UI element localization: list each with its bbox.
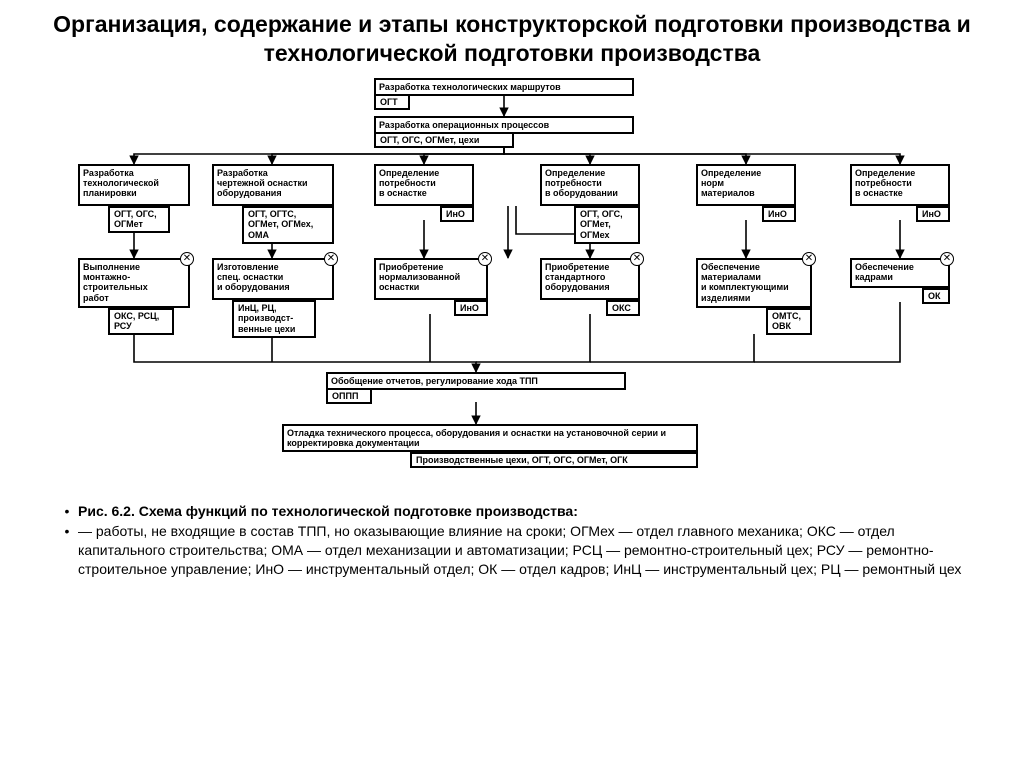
- process-box: Определение потребности в оборудовании: [540, 164, 640, 206]
- process-box: Обеспечение кадрами: [850, 258, 950, 288]
- process-box: Разработка чертежной оснастки оборудован…: [212, 164, 334, 206]
- dept-tag: ОГТ: [374, 94, 410, 111]
- caption-body: — работы, не входящие в состав ТПП, но о…: [78, 522, 968, 579]
- process-box: Отладка технического процесса, оборудова…: [282, 424, 698, 453]
- process-box: Изготовление спец. оснастки и оборудован…: [212, 258, 334, 300]
- dept-tag: ОК: [922, 288, 950, 305]
- page-title: Организация, содержание и этапы конструк…: [0, 0, 1024, 74]
- process-box: Определение норм материалов: [696, 164, 796, 206]
- parallel-marker: ✕: [802, 252, 816, 266]
- process-box: Обеспечение материалами и комплектующими…: [696, 258, 812, 308]
- process-box: Определение потребности в оснастке: [850, 164, 950, 206]
- process-box: Разработка технологических маршрутов: [374, 78, 634, 96]
- process-box: Выполнение монтажно- строительных работ: [78, 258, 190, 308]
- dept-tag: Производственные цехи, ОГТ, ОГС, ОГМет, …: [410, 452, 698, 469]
- parallel-marker: ✕: [324, 252, 338, 266]
- dept-tag: ОППП: [326, 388, 372, 405]
- process-box: Разработка технологической планировки: [78, 164, 190, 206]
- bullet: •: [56, 502, 78, 521]
- bullet: •: [56, 522, 78, 579]
- flowchart: Разработка технологических маршрутовОГТ Р…: [0, 74, 1024, 494]
- parallel-marker: ✕: [478, 252, 492, 266]
- parallel-marker: ✕: [940, 252, 954, 266]
- dept-tag: ОКС, РСЦ, РСУ: [108, 308, 174, 336]
- process-box: Приобретение стандартного оборудования: [540, 258, 640, 300]
- dept-tag: ИнЦ, РЦ, производст- венные цехи: [232, 300, 316, 338]
- dept-tag: ИнО: [916, 206, 950, 223]
- dept-tag: ИнО: [440, 206, 474, 223]
- dept-tag: ИнО: [762, 206, 796, 223]
- dept-tag: ОГТ, ОГТС, ОГМет, ОГМех, ОМА: [242, 206, 334, 244]
- caption: • Рис. 6.2. Схема функций по технологиче…: [0, 494, 1024, 580]
- dept-tag: ИнО: [454, 300, 488, 317]
- parallel-marker: ✕: [630, 252, 644, 266]
- dept-tag: ОГТ, ОГС, ОГМет, ОГМех: [574, 206, 640, 244]
- process-box: Приобретение нормализованной оснастки: [374, 258, 488, 300]
- dept-tag: ОГТ, ОГС, ОГМет, цехи: [374, 132, 514, 149]
- dept-tag: ОГТ, ОГС, ОГМет: [108, 206, 170, 234]
- dept-tag: ОМТС, ОВК: [766, 308, 812, 336]
- process-box: Определение потребности в оснастке: [374, 164, 474, 206]
- parallel-marker: ✕: [180, 252, 194, 266]
- caption-bold: Рис. 6.2. Схема функций по технологическ…: [78, 502, 578, 521]
- dept-tag: ОКС: [606, 300, 640, 317]
